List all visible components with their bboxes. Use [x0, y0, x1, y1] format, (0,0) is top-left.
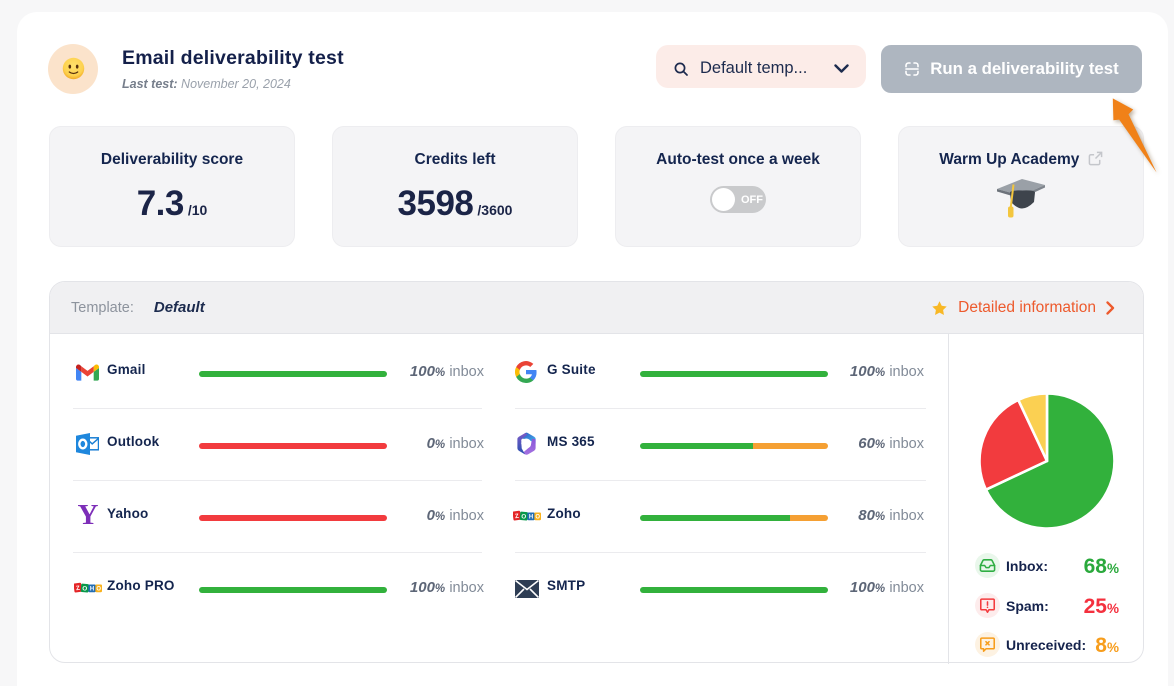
- svg-text:Z: Z: [76, 585, 81, 592]
- svg-text:O: O: [82, 585, 88, 592]
- svg-text:H: H: [529, 514, 533, 520]
- svg-text:O: O: [96, 586, 101, 592]
- svg-text:Z: Z: [515, 513, 520, 520]
- svg-text:H: H: [90, 586, 94, 592]
- svg-text:O: O: [521, 513, 527, 520]
- svg-text:O: O: [535, 514, 540, 520]
